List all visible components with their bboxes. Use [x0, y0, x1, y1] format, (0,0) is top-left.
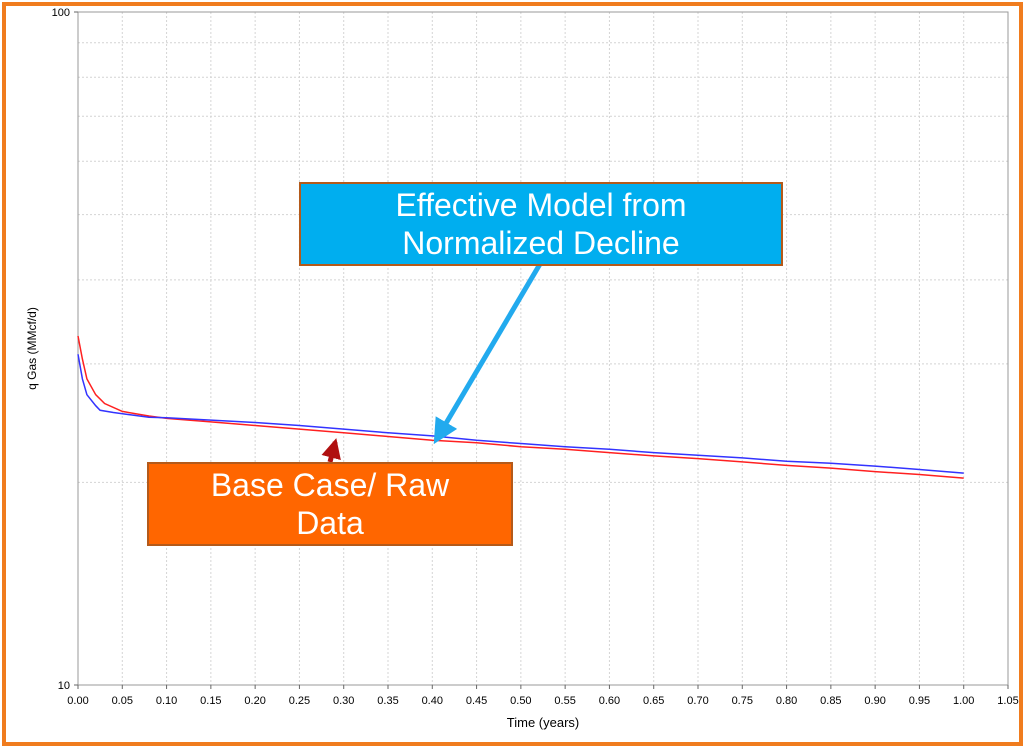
base-case-label-line1: Base Case/ Raw [210, 467, 450, 503]
x-tick-label: 0.60 [599, 695, 620, 707]
y-axis-label: q Gas (MMcf/d) [25, 307, 39, 390]
x-tick-label: 0.20 [244, 695, 265, 707]
plot-area [77, 11, 1009, 686]
effective-model-label-line1: Effective Model from [395, 187, 687, 223]
x-tick-label: 0.70 [687, 695, 708, 707]
series-line-effective-model [77, 354, 964, 474]
base-case-arrow [321, 438, 341, 463]
x-tick-label: 0.85 [820, 695, 841, 707]
x-axis-label: Time (years) [507, 715, 579, 730]
x-tick-label: 0.95 [909, 695, 930, 707]
x-tick-label: 0.75 [732, 695, 753, 707]
x-tick-label: 0.65 [643, 695, 664, 707]
x-tick-label: 0.45 [466, 695, 487, 707]
x-tick-label: 0.80 [776, 695, 797, 707]
x-tick-label: 1.05 [997, 695, 1018, 707]
x-tick-label: 0.05 [112, 695, 133, 707]
x-tick-label: 0.35 [377, 695, 398, 707]
x-tick-label: 0.55 [554, 695, 575, 707]
grid-lines [78, 12, 1009, 685]
x-tick-label: 0.50 [510, 695, 531, 707]
x-tick-label: 0.15 [200, 695, 221, 707]
x-tick-label: 1.00 [953, 695, 974, 707]
effective-model-callout: Effective Model from Normalized Decline [299, 182, 783, 266]
series-line-base-case [77, 335, 964, 479]
effective-model-label-line2: Normalized Decline [402, 225, 680, 261]
x-tick-label: 0.25 [289, 695, 310, 707]
x-tick-label: 0.30 [333, 695, 354, 707]
y-tick-label: 10 [58, 680, 70, 692]
x-axis: 0.00 0.05 0.10 0.15 0.20 0.25 0.30 0.35 0.40 0.45… [67, 685, 1019, 707]
y-tick-label: 100 [52, 7, 70, 19]
x-tick-label: 0.40 [422, 695, 443, 707]
base-case-label-line2: Data [296, 505, 364, 541]
x-tick-label: 0.90 [864, 695, 885, 707]
base-case-callout: Base Case/ Raw Data [147, 462, 513, 546]
x-tick-label: 0.10 [156, 695, 177, 707]
effective-model-arrow [433, 262, 543, 445]
x-tick-label: 0.00 [67, 695, 88, 707]
y-axis: 100 10 [52, 7, 78, 692]
